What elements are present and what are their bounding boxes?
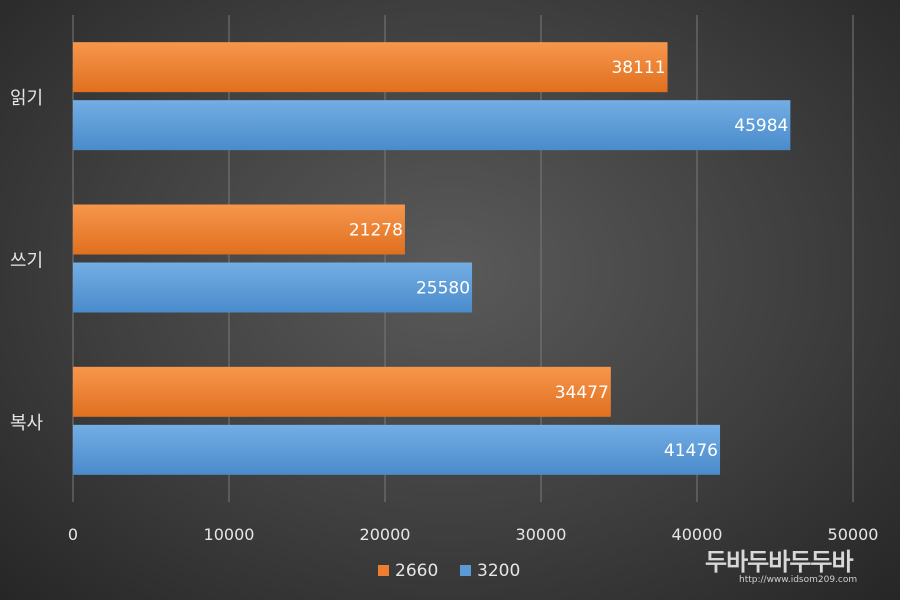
x-tick-label-1: 10000 [204,525,255,544]
x-tick-label-2: 20000 [360,525,411,544]
data-label-2660-2: 34477 [555,383,609,403]
value-axis: 0 10000 20000 30000 40000 50000 [68,525,879,544]
legend-label-2660: 2660 [395,561,438,581]
bar-2660-2 [73,366,611,417]
category-label-2: 복사 [10,413,44,434]
watermark-logo: 두바두바두두바 http://www.idsom209.com [705,548,857,585]
category-label-1: 쓰기 [10,251,43,272]
data-label-3200-1: 25580 [416,279,470,299]
gridlines [72,15,854,502]
bar-2660-0 [73,42,668,93]
legend-label-3200: 3200 [477,561,520,581]
x-tick-label-5: 50000 [828,525,879,544]
bar-2660-1 [73,204,405,255]
bar-3200-0 [73,100,791,151]
bar-3200-2 [73,424,721,475]
data-label-2660-0: 38111 [611,58,665,78]
x-tick-label-3: 30000 [516,525,567,544]
watermark-logo-text: 두바두바두두바 [705,548,853,576]
legend-swatch-2660 [378,565,389,576]
legend-swatch-3200 [460,565,471,576]
x-tick-label-4: 40000 [672,525,723,544]
legend: 2660 3200 [378,561,520,581]
bars: 38111 45984 21278 25580 34477 41476 [73,42,791,475]
watermark-url: http://www.idsom209.com [739,575,857,585]
x-tick-label-0: 0 [68,525,78,544]
data-label-3200-2: 41476 [664,441,718,461]
bar-3200-1 [73,262,473,313]
data-label-2660-1: 21278 [349,221,403,241]
category-label-0: 읽기 [10,88,43,109]
data-label-3200-0: 45984 [734,116,788,136]
